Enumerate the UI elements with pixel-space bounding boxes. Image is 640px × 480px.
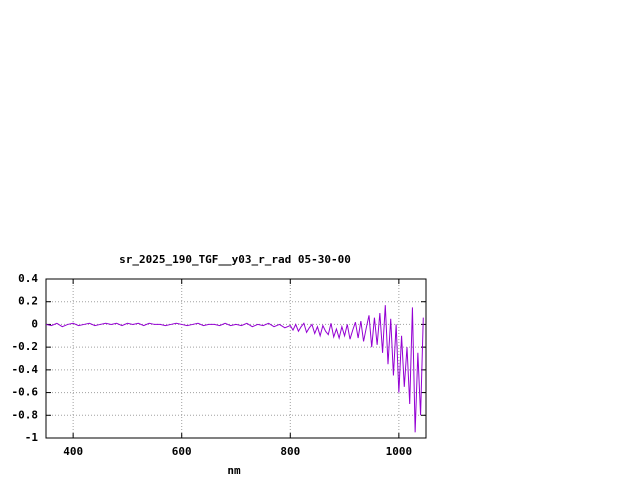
x-tick-label: 400 <box>63 445 83 458</box>
chart-title: sr_2025_190_TGF__y03_r_rad 05-30-00 <box>119 253 351 266</box>
y-tick-label: 0.4 <box>18 272 38 285</box>
x-tick-label: 1000 <box>386 445 413 458</box>
y-tick-label: 0 <box>31 317 38 330</box>
y-tick-label: -1 <box>25 431 39 444</box>
y-tick-label: -0.8 <box>12 408 39 421</box>
plot-border <box>45 278 427 439</box>
y-tick-label: -0.2 <box>12 340 39 353</box>
x-axis-label: nm <box>227 464 241 477</box>
x-tick-label: 800 <box>280 445 300 458</box>
x-tick-label: 600 <box>172 445 192 458</box>
y-tick-label: -0.4 <box>12 363 39 376</box>
data-line <box>45 305 424 433</box>
y-tick-label: -0.6 <box>12 386 39 399</box>
y-tick-label: 0.2 <box>18 295 38 308</box>
